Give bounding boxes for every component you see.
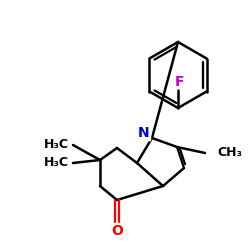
Text: H₃C: H₃C <box>44 156 69 168</box>
Text: O: O <box>111 224 123 238</box>
Text: F: F <box>174 75 184 89</box>
Text: N: N <box>138 126 150 140</box>
Text: H₃C: H₃C <box>44 138 69 150</box>
Text: CH₃: CH₃ <box>217 146 242 160</box>
Text: N: N <box>138 126 150 140</box>
